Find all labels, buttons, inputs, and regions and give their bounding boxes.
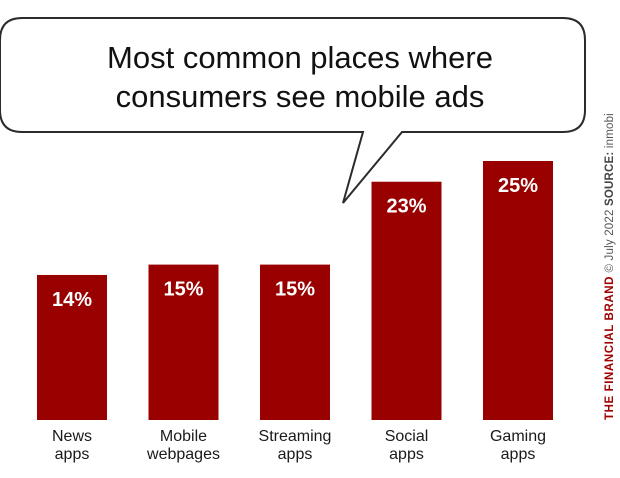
bar-value-label-news-apps: 14% [52, 289, 92, 311]
bar-value-label-mobile-webpages: 15% [163, 279, 203, 301]
bar-mobile-webpages [148, 264, 219, 420]
credit-date: © July 2022 [604, 209, 616, 273]
bar-news-apps [37, 274, 107, 420]
bar-value-label-streaming-apps: 15% [275, 279, 315, 301]
bar-social-apps [371, 181, 442, 420]
source-label: SOURCE: [604, 151, 616, 206]
chart-title-line-1: Most common places where [107, 40, 493, 75]
brand-name: THE FINANCIAL BRAND [604, 275, 616, 420]
category-label-news-apps: News apps [51, 428, 92, 463]
category-label-streaming-apps: Streaming apps [258, 428, 332, 463]
chart-title-line-2: consumers see mobile ads [115, 79, 485, 114]
bar-gaming-apps [483, 161, 553, 420]
chart-title: Most common places where consumers see m… [20, 38, 580, 116]
category-label-gaming-apps: Gaming apps [489, 428, 547, 463]
bar-streaming-apps [260, 264, 330, 420]
source-credit: THE FINANCIAL BRAND © July 2022 SOURCE: … [604, 113, 616, 420]
category-label-mobile-webpages: Mobile webpages [147, 428, 220, 463]
bar-value-label-gaming-apps: 25% [498, 175, 538, 197]
speech-bubble-outline [0, 17, 586, 204]
category-label-social-apps: Social apps [384, 428, 429, 463]
bar-value-label-social-apps: 23% [386, 196, 426, 218]
source-name: inmobi [604, 113, 616, 149]
